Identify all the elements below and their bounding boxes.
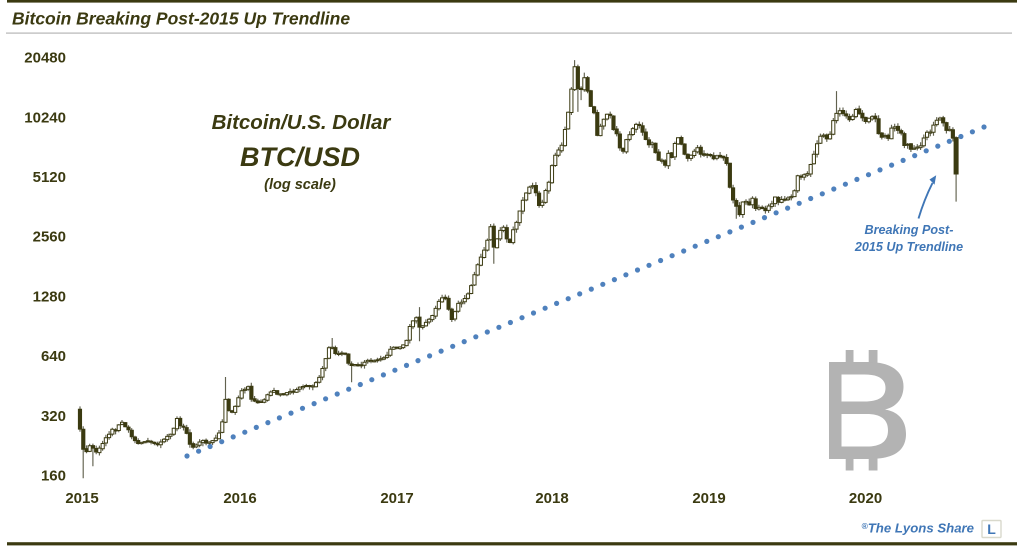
svg-text:1280: 1280 — [33, 288, 66, 305]
svg-text:2015 Up Trendline: 2015 Up Trendline — [854, 240, 963, 254]
svg-text:2560: 2560 — [33, 229, 66, 246]
svg-text:BTC/USD: BTC/USD — [240, 142, 360, 172]
svg-text:®The Lyons Share: ®The Lyons Share — [861, 521, 974, 536]
svg-text:160: 160 — [41, 468, 66, 485]
svg-text:2015: 2015 — [65, 490, 98, 507]
svg-text:Bitcoin/U.S. Dollar: Bitcoin/U.S. Dollar — [212, 111, 392, 134]
svg-text:(log scale): (log scale) — [264, 177, 336, 193]
svg-text:Breaking Post-: Breaking Post- — [865, 223, 954, 237]
svg-text:2020: 2020 — [849, 490, 882, 507]
svg-text:10240: 10240 — [24, 109, 66, 126]
svg-text:L: L — [987, 521, 996, 537]
svg-text:5120: 5120 — [33, 169, 66, 186]
svg-text:20480: 20480 — [24, 50, 66, 67]
svg-text:640: 640 — [41, 348, 66, 365]
svg-text:2018: 2018 — [535, 490, 568, 507]
svg-text:2016: 2016 — [223, 490, 256, 507]
svg-text:Bitcoin Breaking Post-2015 Up: Bitcoin Breaking Post-2015 Up Trendline — [12, 9, 350, 29]
svg-text:2017: 2017 — [380, 490, 413, 507]
svg-text:320: 320 — [41, 408, 66, 425]
svg-text:2019: 2019 — [692, 490, 725, 507]
